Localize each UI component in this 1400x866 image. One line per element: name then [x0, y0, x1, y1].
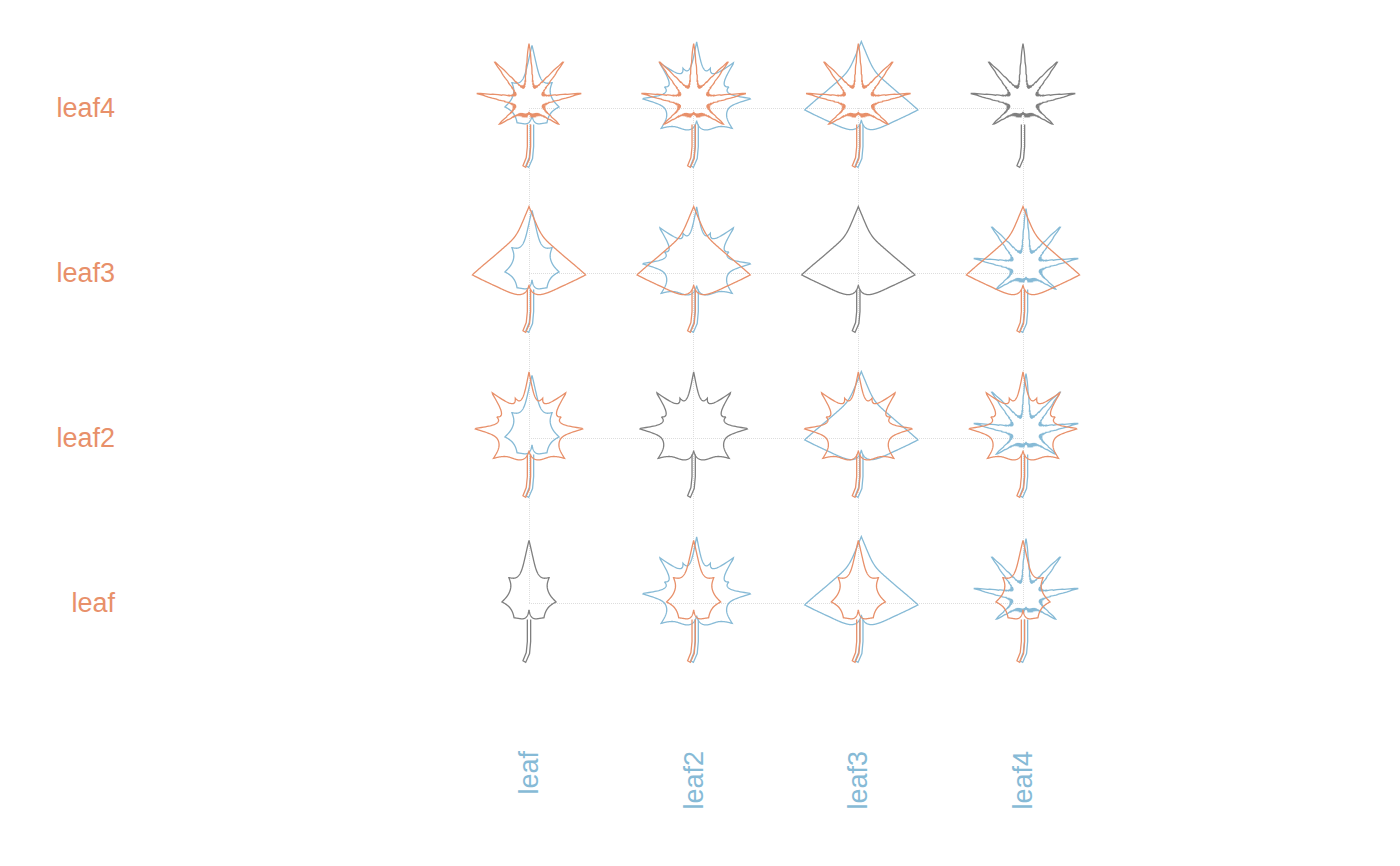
svg-text:leaf3: leaf3: [843, 751, 873, 810]
svg-text:leaf2: leaf2: [679, 751, 709, 810]
svg-text:leaf4: leaf4: [56, 93, 115, 123]
svg-text:leaf: leaf: [514, 751, 544, 795]
svg-text:leaf: leaf: [71, 588, 115, 618]
svg-text:leaf3: leaf3: [56, 258, 115, 288]
svg-text:leaf2: leaf2: [56, 423, 115, 453]
svg-text:leaf4: leaf4: [1008, 751, 1038, 810]
